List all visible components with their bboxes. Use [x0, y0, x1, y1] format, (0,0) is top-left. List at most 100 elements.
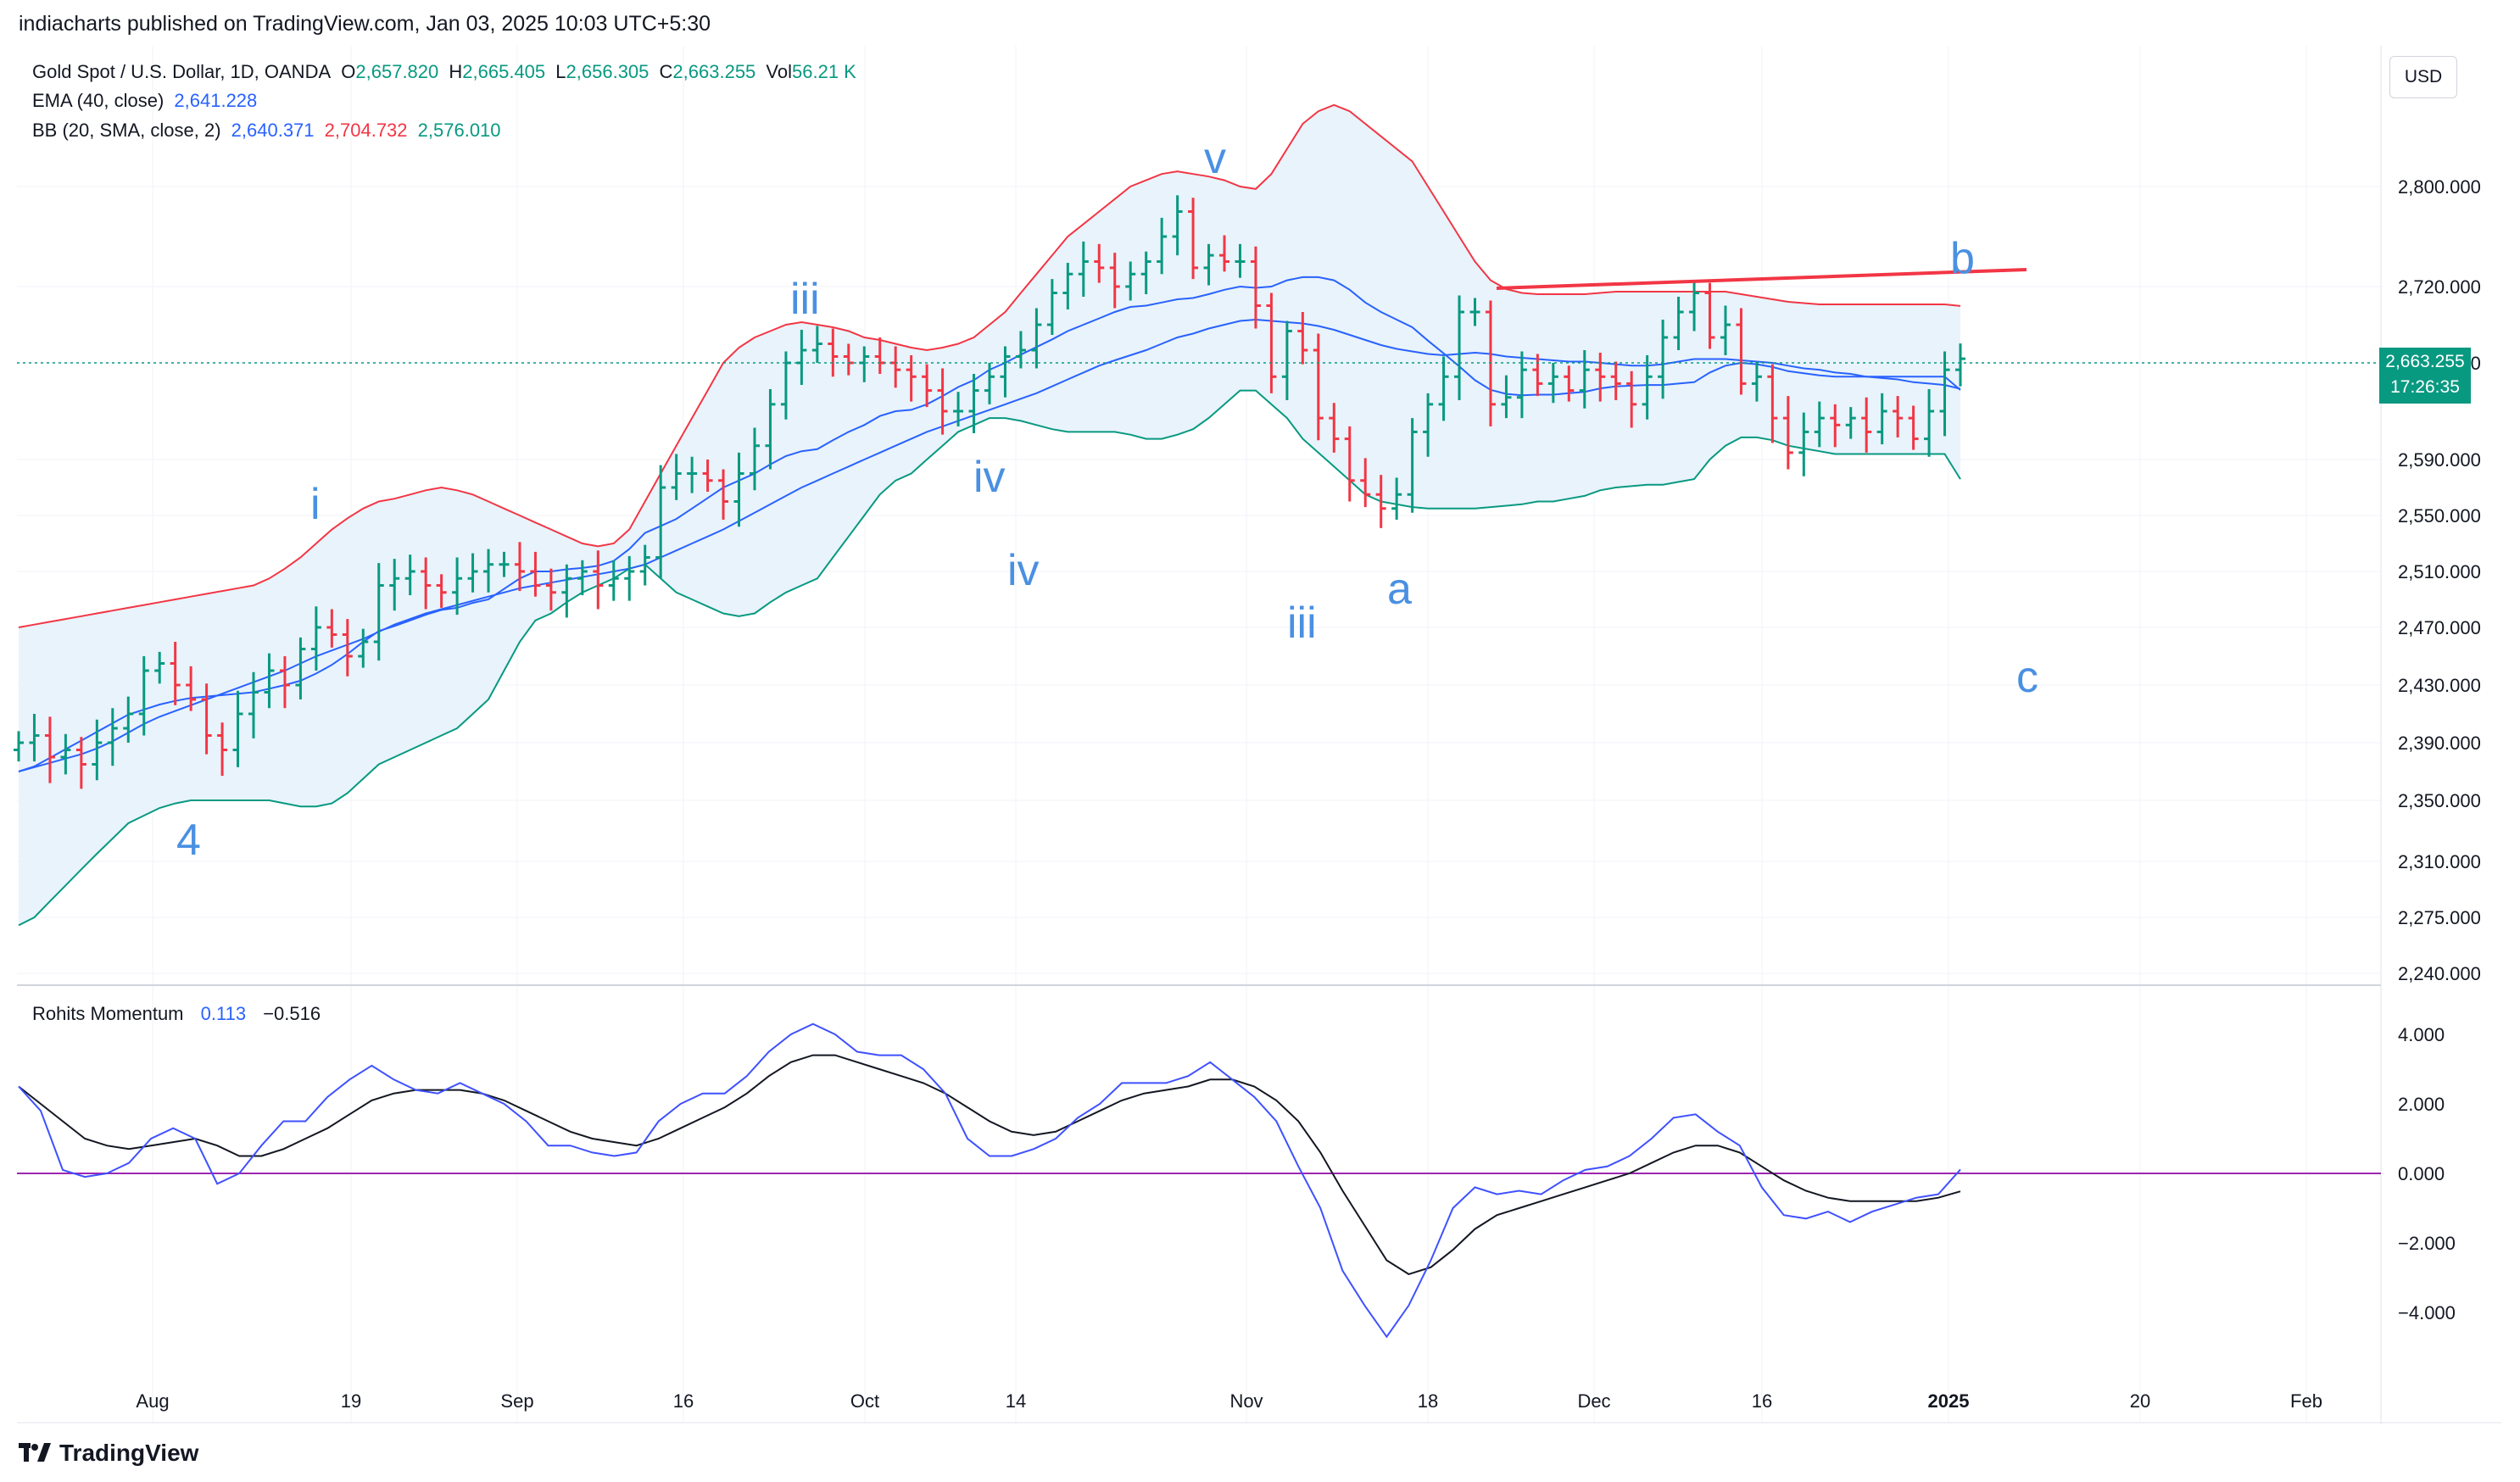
- ohlc-bar: [1924, 388, 1935, 457]
- price-tick-label: 2,590.000: [2398, 449, 2481, 471]
- ohlc-bar: [1078, 241, 1089, 297]
- ohlc-bar: [718, 469, 729, 520]
- bar-countdown: 17:26:35: [2390, 377, 2460, 397]
- ohlc-bar: [1564, 365, 1575, 402]
- ohlc-bar: [1031, 308, 1042, 369]
- ohlc-bar: [310, 606, 321, 671]
- ohlc-bar: [671, 454, 682, 500]
- price-tick-label: 2,510.000: [2398, 561, 2481, 582]
- ohlc-bar: [1579, 350, 1590, 409]
- legend-bb-upper: 2,704.732: [324, 120, 408, 141]
- ohlc-bar: [483, 549, 494, 593]
- price-tick-label: 2,550.000: [2398, 505, 2481, 526]
- tradingview-logo-text: TradingView: [59, 1440, 199, 1466]
- ohlc-bar: [170, 642, 181, 705]
- ohlc-bar: [1329, 403, 1340, 453]
- ohlc-bar: [1720, 305, 1731, 355]
- ohlc-bar: [499, 551, 510, 577]
- currency-selector[interactable]: USD: [2389, 56, 2457, 98]
- momentum-tick-label: −2.000: [2398, 1233, 2456, 1254]
- ohlc-bar: [1610, 361, 1621, 400]
- ohlc-bar: [1454, 295, 1465, 400]
- ohlc-bar: [1423, 393, 1434, 457]
- time-tick-label: Feb: [2290, 1390, 2322, 1412]
- legend-high: 2,665.405: [462, 61, 546, 82]
- legend-open-label: O: [341, 61, 356, 82]
- time-tick-label: Oct: [850, 1390, 879, 1412]
- price-tick-label: 2,470.000: [2398, 617, 2481, 638]
- ohlc-bar: [1767, 364, 1778, 443]
- ohlc-bar: [421, 557, 432, 610]
- last-price-tag: 2,663.255 17:26:35: [2379, 348, 2471, 404]
- ohlc-bar: [186, 666, 197, 711]
- legend-bb-label[interactable]: BB (20, SMA, close, 2): [32, 120, 221, 141]
- ohlc-bar: [1673, 297, 1684, 350]
- ohlc-bars: [14, 195, 1965, 789]
- ohlc-bar: [702, 460, 713, 492]
- legend-symbol[interactable]: Gold Spot / U.S. Dollar, 1D, OANDA: [32, 61, 332, 82]
- last-price-value: 2,663.255: [2385, 352, 2465, 371]
- ohlc-bar: [1313, 333, 1324, 441]
- tradingview-logo[interactable]: TradingView: [19, 1440, 198, 1467]
- wave-label-iv-2: iv: [1007, 546, 1040, 595]
- ohlc-bar: [1704, 282, 1715, 349]
- ohlc-bar: [1908, 405, 1919, 450]
- wave-label-a: a: [1387, 565, 1412, 614]
- legend-momentum-fast: 0.113: [200, 1003, 247, 1024]
- momentum-tick-label: −4.000: [2398, 1302, 2456, 1323]
- legend-symbol-row: Gold Spot / U.S. Dollar, 1D, OANDA O2,65…: [32, 61, 861, 83]
- momentum-axis: 4.000 2.000 0.000 −2.000 −4.000: [2398, 1024, 2456, 1323]
- ohlc-bar: [1798, 412, 1809, 476]
- price-tick-label: 2,800.000: [2398, 176, 2481, 198]
- ohlc-bar: [1140, 251, 1151, 294]
- ohlc-bar: [248, 671, 259, 738]
- ohlc-bar: [60, 733, 71, 775]
- time-tick-label: 14: [1006, 1390, 1026, 1412]
- ohlc-bar: [467, 553, 478, 593]
- ohlc-bar: [530, 551, 541, 597]
- momentum-tick-label: 0.000: [2398, 1163, 2445, 1184]
- ohlc-bar: [655, 465, 666, 579]
- ohlc-bar: [217, 722, 228, 777]
- legend-momentum-label[interactable]: Rohits Momentum: [32, 1003, 184, 1024]
- tradingview-logo-icon: [19, 1443, 51, 1462]
- ohlc-bar: [593, 550, 604, 610]
- publisher-header: indiacharts published on TradingView.com…: [19, 12, 711, 36]
- ohlc-bar: [279, 656, 290, 709]
- momentum-tick-label: 2.000: [2398, 1094, 2445, 1115]
- ohlc-bar: [1595, 353, 1606, 402]
- ohlc-bar: [1360, 458, 1371, 508]
- wave-label-iii-1: iii: [790, 275, 820, 324]
- ohlc-bar: [733, 452, 744, 527]
- ohlc-bar: [1861, 397, 1872, 453]
- legend-ema-label[interactable]: EMA (40, close): [32, 90, 164, 111]
- ohlc-bar: [577, 560, 588, 596]
- trend-line[interactable]: [1496, 268, 2027, 290]
- ohlc-bar: [1000, 346, 1011, 398]
- ohlc-bar: [1939, 351, 1950, 437]
- ohlc-bar: [811, 326, 822, 363]
- ohlc-bar: [1094, 243, 1105, 283]
- ohlc-bar: [1751, 361, 1762, 402]
- ohlc-bar: [1736, 308, 1747, 395]
- ohlc-bar: [1658, 320, 1669, 399]
- legend-momentum-row: Rohits Momentum 0.113 −0.516: [32, 1003, 326, 1025]
- ohlc-bar: [1219, 235, 1230, 272]
- ohlc-bar: [1172, 195, 1183, 256]
- ohlc-bar: [922, 364, 933, 408]
- ohlc-bar: [984, 363, 995, 404]
- price-tick-label: 2,390.000: [2398, 733, 2481, 754]
- legend-ema-value: 2,641.228: [174, 90, 258, 111]
- legend-volume: 56.21 K: [792, 61, 856, 82]
- price-tick-label: 2,350.000: [2398, 790, 2481, 811]
- ohlc-bar: [1062, 262, 1073, 309]
- ohlc-bar: [1109, 253, 1120, 309]
- ohlc-bar: [749, 427, 760, 491]
- ohlc-bar: [44, 716, 55, 783]
- ohlc-bar: [1845, 407, 1856, 439]
- ohlc-bar: [1344, 426, 1355, 502]
- price-tick-label: 2,310.000: [2398, 851, 2481, 872]
- time-tick-label: 20: [2130, 1390, 2150, 1412]
- ohlc-bar: [1626, 370, 1637, 428]
